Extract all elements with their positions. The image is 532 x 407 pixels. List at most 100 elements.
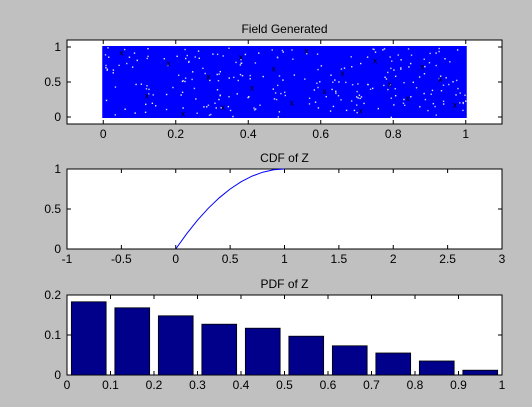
scatter-gap <box>340 68 343 70</box>
scatter-gap <box>216 89 219 91</box>
scatter-gap <box>282 79 284 81</box>
scatter-gap <box>306 52 308 55</box>
scatter-point: x <box>272 65 276 74</box>
scatter-gap <box>316 82 318 84</box>
scatter-gap <box>317 86 319 89</box>
field-generated-y-ticks: 00.51 <box>44 40 502 124</box>
x-tick-label: 0.4 <box>233 378 250 392</box>
scatter-gap <box>106 69 108 71</box>
scatter-point: x <box>304 47 308 56</box>
scatter-gap <box>317 107 320 109</box>
scatter-gap <box>432 102 435 105</box>
scatter-gap <box>462 101 464 104</box>
scatter-point: x <box>341 69 345 78</box>
scatter-point: x <box>438 75 442 84</box>
scatter-gap <box>233 76 235 79</box>
scatter-gap <box>357 97 359 99</box>
scatter-gap <box>434 105 436 108</box>
scatter-gap <box>144 111 147 114</box>
scatter-gap <box>456 49 459 51</box>
x-tick-label: 0.1 <box>102 378 119 392</box>
scatter-gap <box>393 69 395 71</box>
scatter-gap <box>176 55 178 58</box>
scatter-gap <box>356 90 358 93</box>
scatter-gap <box>128 56 131 58</box>
scatter-gap <box>253 107 255 109</box>
scatter-gap <box>241 75 244 77</box>
scatter-gap <box>209 79 211 82</box>
x-tick-label: 0 <box>100 127 107 141</box>
scatter-gap <box>291 49 293 51</box>
scatter-gap <box>123 48 126 51</box>
y-tick-label: 1 <box>54 40 61 54</box>
scatter-gap <box>373 48 375 51</box>
scatter-gap <box>229 109 232 112</box>
scatter-gap <box>402 102 405 104</box>
scatter-gap <box>239 73 242 76</box>
scatter-gap <box>455 79 458 82</box>
scatter-gap <box>212 53 214 55</box>
scatter-gap <box>194 56 196 58</box>
scatter-gap <box>105 99 108 102</box>
scatter-gap <box>335 90 337 93</box>
scatter-gap <box>206 106 208 108</box>
scatter-gap <box>459 102 461 104</box>
scatter-gap <box>235 61 237 64</box>
x-tick-label: -0.5 <box>111 252 132 266</box>
scatter-gap <box>282 51 284 53</box>
x-tick-label: 0.6 <box>312 127 329 141</box>
scatter-gap <box>394 88 396 90</box>
scatter-gap <box>228 47 230 49</box>
scatter-gap <box>220 107 222 109</box>
scatter-point: x <box>250 84 254 93</box>
scatter-gap <box>403 81 405 84</box>
scatter-gap <box>278 75 281 77</box>
scatter-gap <box>345 109 348 112</box>
scatter-gap <box>275 98 278 101</box>
scatter-gap <box>410 96 412 98</box>
pdf-x-ticks: 0 0.1 0.2 0.3 0.4 0.5 0.6 0.7 0.8 0.9 1 <box>64 295 506 392</box>
cdf-axes: CDF of Z -1 -0.5 0 0.5 1 1.5 2 2.5 3 00.51 <box>44 151 505 266</box>
y-tick-label: 0.1 <box>44 328 61 342</box>
scatter-gap <box>345 81 347 84</box>
scatter-gap <box>343 67 346 69</box>
scatter-gap <box>360 96 363 98</box>
scatter-point: x <box>420 63 424 72</box>
scatter-gap <box>448 83 450 86</box>
pdf-bar <box>157 315 194 376</box>
x-tick-label: 1 <box>499 378 506 392</box>
scatter-gap <box>464 100 467 102</box>
scatter-gap <box>464 94 466 96</box>
scatter-gap <box>419 106 421 108</box>
scatter-gap <box>181 91 184 94</box>
scatter-gap <box>325 95 327 98</box>
scatter-gap <box>338 81 340 83</box>
scatter-gap <box>182 79 184 82</box>
pdf-bar <box>288 335 325 376</box>
scatter-point: x <box>167 59 171 68</box>
scatter-gap <box>215 107 217 109</box>
scatter-gap <box>210 113 212 116</box>
scatter-gap <box>314 101 317 103</box>
scatter-gap <box>195 98 197 100</box>
scatter-gap <box>390 67 392 70</box>
scatter-gap <box>202 67 204 70</box>
scatter-gap <box>278 111 281 113</box>
scatter-gap <box>140 83 143 85</box>
scatter-gap <box>184 57 187 60</box>
scatter-gap <box>181 80 184 83</box>
scatter-gap <box>372 48 374 50</box>
pdf-bar <box>462 369 499 376</box>
scatter-gap <box>107 47 109 49</box>
scatter-gap <box>353 109 356 112</box>
scatter-gap <box>151 102 154 104</box>
scatter-gap <box>222 55 224 57</box>
scatter-gap <box>418 76 421 78</box>
scatter-gap <box>292 58 294 60</box>
scatter-gap <box>462 102 465 105</box>
scatter-gap <box>430 93 432 95</box>
scatter-gap <box>350 56 352 58</box>
scatter-gap <box>240 59 242 61</box>
y-tick-label: 1 <box>54 162 61 176</box>
